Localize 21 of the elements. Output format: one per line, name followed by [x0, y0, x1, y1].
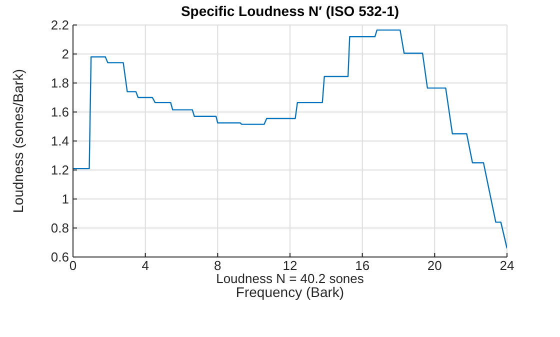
- y-axis-title: Loudness (sones/Bark): [10, 69, 26, 213]
- chart-title: Specific Loudness N′ (ISO 532-1): [180, 3, 400, 19]
- x-tick-label: 12: [282, 258, 298, 274]
- x-axis-title: Frequency (Bark): [236, 284, 344, 300]
- line-series: [73, 29, 507, 249]
- y-tick-label: 0.8: [50, 220, 69, 236]
- y-tick-label: 1.6: [50, 104, 69, 120]
- x-tick-label: 4: [142, 258, 149, 274]
- y-tick-label: 1.8: [50, 76, 69, 91]
- y-tick-label: 1.4: [50, 134, 69, 149]
- x-tick-label: 24: [500, 258, 514, 274]
- y-tick-label: 2: [62, 46, 69, 62]
- x-tick-label: 8: [214, 258, 222, 274]
- y-tick-label: 1.2: [50, 162, 69, 178]
- y-tick-label: 1: [62, 192, 69, 207]
- x-tick-label: 20: [427, 258, 442, 274]
- x-tick-label: 0: [69, 258, 77, 274]
- text: Loudness N = 40.2 sones: [216, 271, 364, 286]
- x-tick-label: 16: [355, 258, 370, 274]
- y-tick-label: 0.6: [50, 250, 69, 265]
- y-tick-label: 2.2: [50, 18, 69, 33]
